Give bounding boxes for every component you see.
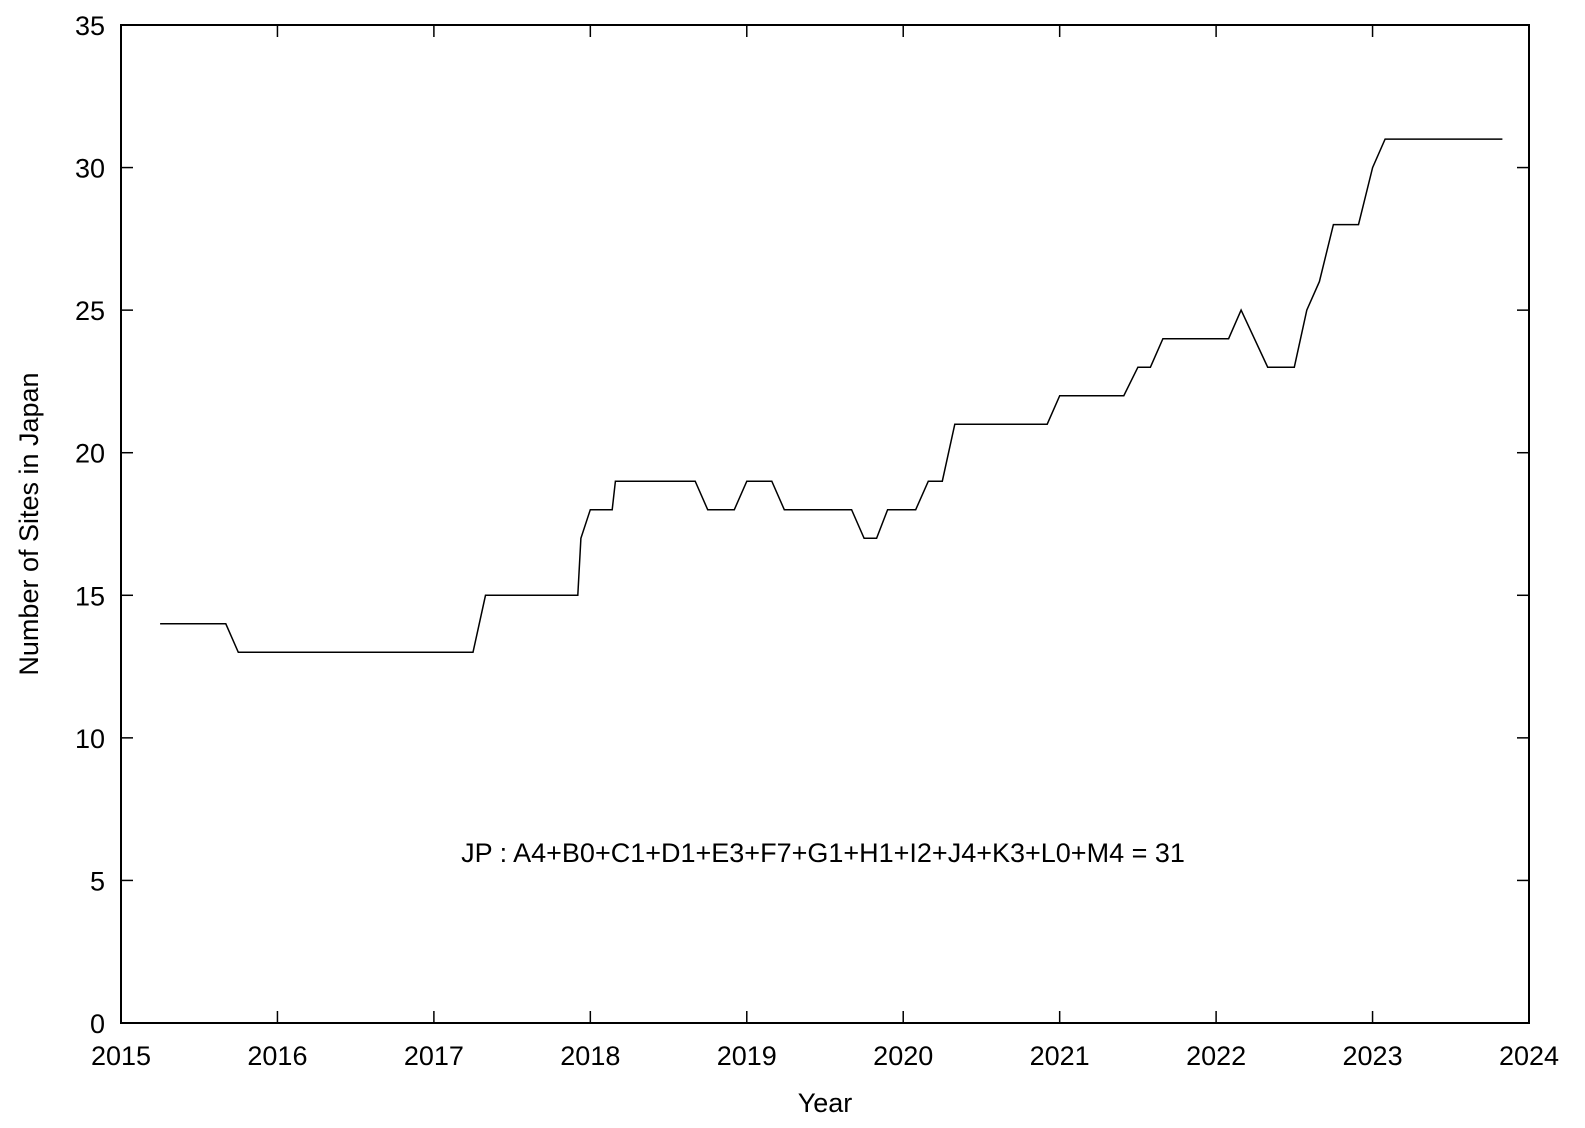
x-tick-label: 2024 — [1499, 1041, 1559, 1071]
x-tick-label: 2022 — [1186, 1041, 1246, 1071]
y-tick-label: 25 — [75, 296, 105, 326]
y-tick-label: 15 — [75, 581, 105, 611]
x-tick-label: 2016 — [247, 1041, 307, 1071]
x-tick-label: 2018 — [560, 1041, 620, 1071]
y-tick-label: 30 — [75, 154, 105, 184]
y-tick-label: 35 — [75, 11, 105, 41]
y-tick-label: 5 — [90, 866, 105, 896]
y-axis-label: Number of Sites in Japan — [14, 372, 44, 675]
x-axis-label: Year — [798, 1088, 853, 1118]
x-tick-label: 2019 — [717, 1041, 777, 1071]
x-tick-label: 2017 — [404, 1041, 464, 1071]
plot-frame — [120, 24, 1530, 1024]
x-tick-label: 2020 — [873, 1041, 933, 1071]
x-tick-label: 2023 — [1343, 1041, 1403, 1071]
y-tick-label: 20 — [75, 439, 105, 469]
annotation-label: JP : A4+B0+C1+D1+E3+F7+G1+H1+I2+J4+K3+L0… — [461, 838, 1185, 868]
y-tick-label: 0 — [90, 1009, 105, 1039]
y-axis-ticks: 0 5 10 15 20 25 30 35 — [75, 11, 1529, 1039]
x-tick-label: 2015 — [91, 1041, 151, 1071]
series-layer — [160, 138, 1503, 654]
series-line — [160, 138, 1503, 654]
y-tick-label: 10 — [75, 724, 105, 754]
x-tick-label: 2021 — [1030, 1041, 1090, 1071]
x-axis-ticks: 2015 2016 2017 2018 2019 2020 2021 2022 2023 2024 — [91, 25, 1559, 1071]
